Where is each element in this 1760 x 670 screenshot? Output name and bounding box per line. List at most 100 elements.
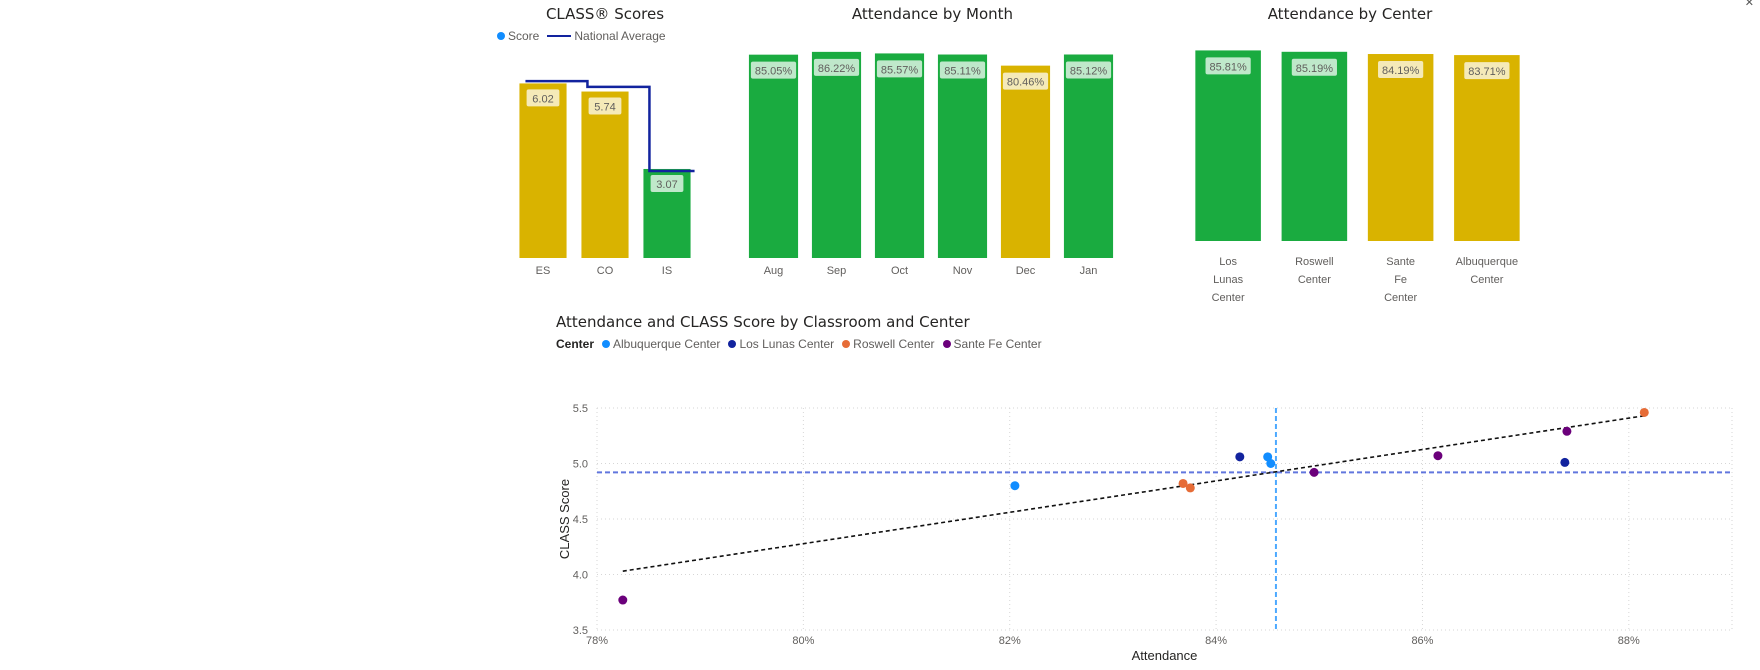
legend-label: Los Lunas Center bbox=[739, 337, 835, 351]
scatter-title: Attendance and CLASS Score by Classroom … bbox=[556, 313, 970, 331]
x-tick-label: Albuquerque bbox=[1456, 256, 1518, 268]
data-label-bg bbox=[939, 61, 986, 79]
bar-roswell-center[interactable] bbox=[1281, 51, 1348, 242]
bar-sep[interactable] bbox=[811, 51, 862, 259]
data-label: 86.22% bbox=[818, 63, 856, 75]
scatter-point-los-lunas-center[interactable] bbox=[1235, 452, 1245, 462]
x-tick-label: Los bbox=[1219, 256, 1237, 268]
scatter-point-sante-fe-center[interactable] bbox=[1562, 426, 1572, 436]
data-label-bg bbox=[750, 61, 797, 79]
attendance-month-title: Attendance by Month bbox=[851, 5, 1014, 23]
legend-dot bbox=[728, 340, 737, 348]
bar-nov[interactable] bbox=[937, 54, 988, 259]
legend-item-score[interactable]: Score bbox=[497, 29, 539, 43]
y-tick-label: 4.5 bbox=[573, 514, 588, 526]
x-tick-label: 82% bbox=[999, 635, 1021, 647]
x-tick-label: Lunas bbox=[1213, 274, 1243, 286]
scatter-point-sante-fe-center[interactable] bbox=[618, 595, 628, 605]
legend-dot bbox=[942, 340, 951, 348]
data-label: 6.02 bbox=[532, 93, 553, 105]
x-tick-label: 86% bbox=[1411, 635, 1433, 647]
close-icon[interactable]: ✕ bbox=[1744, 0, 1754, 9]
data-label: 80.46% bbox=[1007, 77, 1045, 89]
data-label: 85.57% bbox=[881, 64, 919, 76]
bar-aug[interactable] bbox=[748, 54, 799, 258]
legend-label: Sante Fe Center bbox=[953, 337, 1042, 351]
data-label-bg bbox=[876, 60, 923, 78]
class-scores-chart: 6.02 ES 5.74 CO 3.07 IS bbox=[519, 79, 695, 277]
attendance-month-chart: 85.05% Aug 86.22% Sep 85.57% Oct 85.11% Nov 80.4… bbox=[748, 51, 1114, 277]
data-label: 85.11% bbox=[944, 66, 981, 78]
y-axis-title: CLASS Score bbox=[557, 479, 572, 559]
data-label-bg bbox=[1205, 57, 1251, 75]
scatter-point-sante-fe-center[interactable] bbox=[1309, 467, 1319, 477]
legend-label: Roswell Center bbox=[853, 337, 935, 351]
scatter-point-roswell-center[interactable] bbox=[1639, 407, 1649, 417]
scatter-point-los-lunas-center[interactable] bbox=[1560, 457, 1570, 467]
x-tick-label: Center bbox=[1384, 292, 1417, 304]
x-tick-label: Center bbox=[1298, 274, 1331, 286]
class-scores-title: CLASS® Scores bbox=[545, 5, 665, 23]
scatter-legend: Center Albuquerque Center Los Lunas Cente… bbox=[556, 337, 1046, 351]
data-label-bg bbox=[1464, 62, 1510, 80]
bar-los-lunas-center[interactable] bbox=[1195, 50, 1261, 241]
x-tick-label: IS bbox=[662, 265, 672, 277]
x-tick-label: 78% bbox=[586, 635, 608, 647]
data-label: 84.19% bbox=[1382, 65, 1420, 77]
bar-sante-fe-center[interactable] bbox=[1367, 54, 1434, 241]
x-tick-label: Roswell bbox=[1295, 256, 1334, 268]
x-tick-label: 84% bbox=[1205, 635, 1227, 647]
bar-dec[interactable] bbox=[1000, 65, 1051, 258]
x-tick-label: Fe bbox=[1394, 274, 1407, 286]
legend-item-albuquerque-center[interactable]: Albuquerque Center bbox=[602, 337, 720, 351]
bar-es[interactable] bbox=[519, 83, 567, 258]
x-tick-label: Oct bbox=[891, 265, 908, 277]
scatter-point-albuquerque-center[interactable] bbox=[1266, 459, 1276, 468]
data-label-bg bbox=[650, 174, 684, 192]
y-tick-label: 3.5 bbox=[573, 625, 588, 637]
data-label: 85.12% bbox=[1070, 65, 1108, 77]
attendance-center-title: Attendance by Center bbox=[1267, 5, 1433, 23]
trend-line bbox=[622, 414, 1645, 572]
x-tick-label: Jan bbox=[1080, 265, 1098, 277]
x-tick-label: Center bbox=[1470, 274, 1503, 286]
scatter-point-roswell-center[interactable] bbox=[1178, 478, 1188, 488]
scatter-point-albuquerque-center[interactable] bbox=[1010, 481, 1020, 491]
class-scores-legend: Score National Average bbox=[497, 29, 670, 43]
x-tick-label: Aug bbox=[764, 265, 784, 277]
legend-dot bbox=[602, 340, 611, 348]
bar-oct[interactable] bbox=[874, 53, 925, 258]
legend-item-roswell-center[interactable]: Roswell Center bbox=[842, 337, 935, 351]
bar-jan[interactable] bbox=[1063, 54, 1114, 258]
national-average-legend-line bbox=[547, 35, 572, 37]
data-label: 83.71% bbox=[1468, 66, 1506, 78]
legend-item-national-average[interactable]: National Average bbox=[547, 29, 666, 43]
legend-score-label: Score bbox=[508, 29, 540, 43]
national-average-line[interactable] bbox=[525, 79, 695, 173]
score-legend-dot bbox=[497, 32, 505, 40]
data-label-bg bbox=[1291, 58, 1337, 76]
x-tick-label: ES bbox=[536, 265, 551, 277]
scatter-legend-title: Center bbox=[556, 337, 595, 351]
bar-co[interactable] bbox=[581, 91, 629, 258]
x-tick-label: Nov bbox=[953, 265, 973, 277]
scatter-point-roswell-center[interactable] bbox=[1185, 483, 1195, 493]
x-tick-label: Center bbox=[1212, 292, 1245, 304]
data-label: 85.05% bbox=[755, 66, 793, 78]
legend-national-label: National Average bbox=[574, 29, 666, 43]
data-label-bg bbox=[1378, 61, 1424, 79]
legend-item-sante-fe-center[interactable]: Sante Fe Center bbox=[942, 337, 1042, 351]
scatter-point-sante-fe-center[interactable] bbox=[1433, 451, 1443, 461]
x-tick-label: Dec bbox=[1016, 265, 1036, 277]
data-label-bg bbox=[1002, 72, 1049, 90]
legend-item-los-lunas-center[interactable]: Los Lunas Center bbox=[728, 337, 834, 351]
legend-label: Albuquerque Center bbox=[613, 337, 721, 351]
data-label-bg bbox=[1065, 61, 1112, 79]
x-tick-label: Sep bbox=[827, 265, 847, 277]
x-tick-label: Sante bbox=[1386, 256, 1415, 268]
y-tick-label: 4.0 bbox=[573, 570, 588, 582]
data-label-bg bbox=[813, 58, 860, 76]
x-tick-label: CO bbox=[597, 265, 614, 277]
bar-albuquerque-center[interactable] bbox=[1454, 55, 1520, 241]
